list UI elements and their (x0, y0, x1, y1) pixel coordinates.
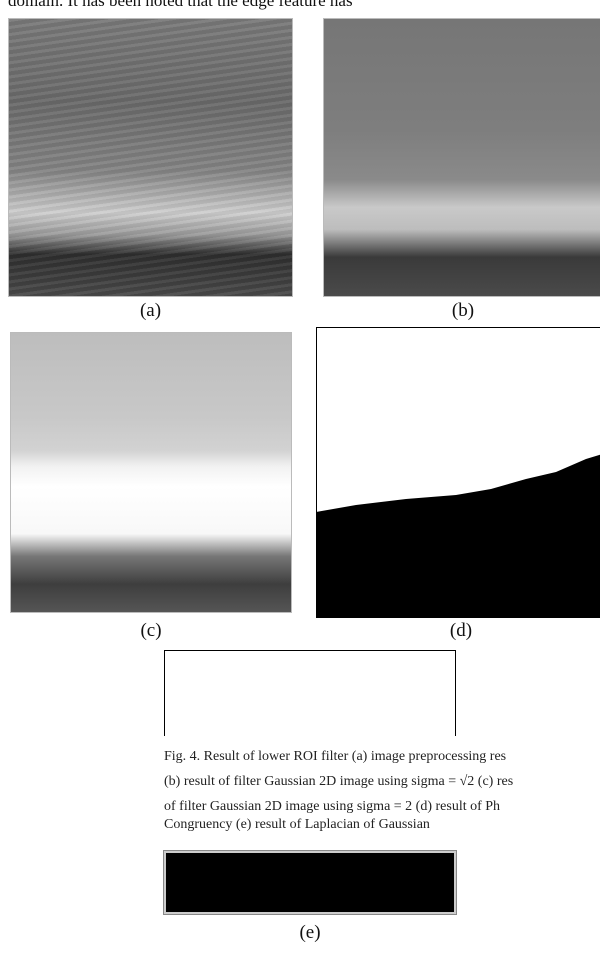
caption-line: (b) result of filter Gaussian 2D image u… (164, 774, 514, 789)
panel-image-a (8, 18, 293, 297)
panel-image-b (323, 18, 600, 297)
panel-image-e (163, 850, 457, 915)
panel-label: (e) (299, 922, 321, 943)
segmentation-region (316, 454, 600, 618)
empty-frame (164, 650, 456, 736)
caption-line: Congruency (e) result of Laplacian of Ga… (164, 817, 430, 832)
body-text: domain. It has been noted that the edge … (8, 0, 353, 10)
panel-label: (d) (449, 620, 473, 641)
panel-label: (b) (451, 300, 475, 321)
caption-line: Fig. 4. Result of lower ROI filter (a) i… (164, 749, 507, 764)
panel-label: (a) (139, 300, 162, 321)
caption-line: of filter Gaussian 2D image using sigma … (164, 799, 501, 814)
panel-label: (c) (140, 620, 162, 641)
panel-image-d (316, 327, 600, 618)
panel-image-c (10, 332, 292, 613)
